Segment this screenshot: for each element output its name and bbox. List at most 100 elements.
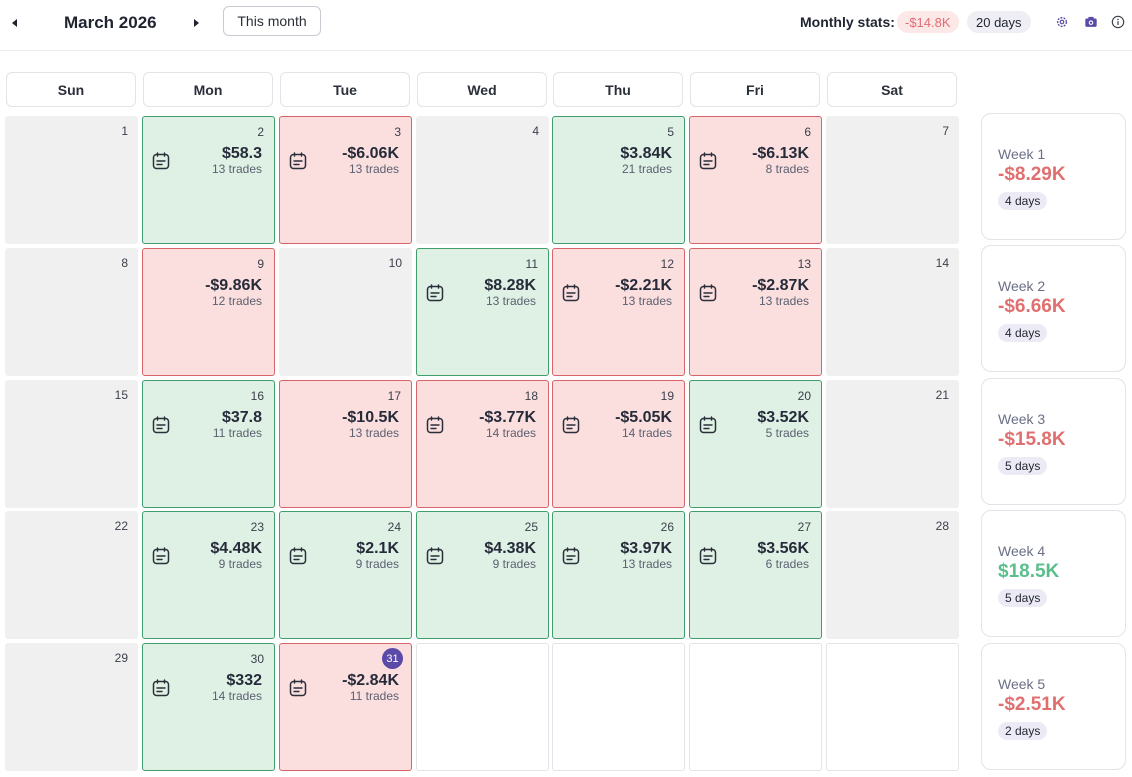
day-cell-today[interactable]: 31 -$2.84K 11 trades	[279, 643, 412, 771]
day-cell[interactable]: 14	[826, 248, 959, 376]
journal-note-icon[interactable]	[698, 283, 718, 303]
day-cell[interactable]: 17 -$10.5K 13 trades	[279, 380, 412, 508]
day-pnl: -$6.13K	[752, 145, 809, 162]
day-number: 11	[525, 257, 538, 271]
day-number: 29	[114, 651, 128, 665]
day-cell[interactable]: 30 $332 14 trades	[142, 643, 275, 771]
day-cell[interactable]: 13 -$2.87K 13 trades	[689, 248, 822, 376]
day-cell[interactable]: 19 -$5.05K 14 trades	[552, 380, 685, 508]
day-cell[interactable]: 26 $3.97K 13 trades	[552, 511, 685, 639]
day-number: 30	[250, 652, 264, 666]
journal-note-icon[interactable]	[561, 283, 581, 303]
day-number: 24	[387, 520, 401, 534]
day-cell[interactable]: 8	[5, 248, 138, 376]
journal-note-icon[interactable]	[698, 151, 718, 171]
day-trade-count: 9 trades	[492, 557, 536, 571]
day-trade-count: 8 trades	[765, 162, 809, 176]
day-number: 15	[114, 388, 128, 402]
day-cell[interactable]: 20 $3.52K 5 trades	[689, 380, 822, 508]
day-cell[interactable]: 16 $37.8 11 trades	[142, 380, 275, 508]
day-cell[interactable]: 27 $3.56K 6 trades	[689, 511, 822, 639]
week-summary-1[interactable]: Week 1 -$8.29K 4 days	[981, 113, 1126, 240]
day-trade-count: 9 trades	[218, 557, 262, 571]
day-trade-count: 13 trades	[758, 294, 809, 308]
day-trade-count: 14 trades	[211, 689, 262, 703]
monthly-stats-label: Monthly stats:	[800, 14, 895, 30]
day-cell[interactable]: 29	[5, 643, 138, 771]
empty-day-cell	[826, 643, 959, 771]
caret-right-icon	[194, 19, 199, 27]
empty-day-cell	[552, 643, 685, 771]
day-cell[interactable]: 25 $4.38K 9 trades	[416, 511, 549, 639]
monthly-days-badge: 20 days	[967, 11, 1031, 33]
gear-icon[interactable]	[1054, 14, 1070, 30]
day-cell[interactable]: 12 -$2.21K 13 trades	[552, 248, 685, 376]
week-summary-3[interactable]: Week 3 -$15.8K 5 days	[981, 378, 1126, 505]
week-days-badge: 4 days	[998, 324, 1048, 342]
day-cell[interactable]: 5 $3.84K 21 trades	[552, 116, 685, 244]
day-cell[interactable]: 1	[5, 116, 138, 244]
day-cell[interactable]: 2 $58.3 13 trades	[142, 116, 275, 244]
week-days-badge: 5 days	[998, 457, 1048, 475]
journal-note-icon[interactable]	[151, 546, 171, 566]
journal-note-icon[interactable]	[151, 415, 171, 435]
journal-note-icon[interactable]	[561, 415, 581, 435]
month-title: March 2026	[64, 13, 157, 32]
journal-note-icon[interactable]	[151, 678, 171, 698]
journal-note-icon[interactable]	[698, 415, 718, 435]
journal-note-icon[interactable]	[288, 546, 308, 566]
day-cell[interactable]: 18 -$3.77K 14 trades	[416, 380, 549, 508]
day-number: 25	[524, 520, 538, 534]
journal-note-icon[interactable]	[425, 283, 445, 303]
day-cell[interactable]: 4	[416, 116, 549, 244]
day-cell[interactable]: 28	[826, 511, 959, 639]
journal-note-icon[interactable]	[698, 546, 718, 566]
day-number: 2	[257, 125, 264, 139]
day-cell[interactable]: 3 -$6.06K 13 trades	[279, 116, 412, 244]
this-month-button[interactable]: This month	[223, 6, 321, 36]
journal-note-icon[interactable]	[425, 546, 445, 566]
day-cell[interactable]: 24 $2.1K 9 trades	[279, 511, 412, 639]
day-trade-count: 14 trades	[621, 426, 672, 440]
day-pnl: $37.8	[221, 409, 262, 426]
day-cell[interactable]: 9 -$9.86K 12 trades	[142, 248, 275, 376]
day-pnl: $8.28K	[484, 277, 536, 294]
next-month-button[interactable]	[187, 14, 205, 32]
journal-note-icon[interactable]	[288, 678, 308, 698]
day-number: 21	[935, 388, 949, 402]
weekday-header-sun: Sun	[6, 72, 136, 107]
week-days-badge: 2 days	[998, 722, 1048, 740]
info-icon[interactable]	[1110, 14, 1126, 30]
day-cell[interactable]: 15	[5, 380, 138, 508]
day-cell[interactable]: 22	[5, 511, 138, 639]
day-trade-count: 13 trades	[348, 426, 399, 440]
journal-note-icon[interactable]	[151, 151, 171, 171]
prev-month-button[interactable]	[6, 14, 24, 32]
week-pnl: $18.5K	[998, 561, 1060, 582]
day-cell[interactable]: 23 $4.48K 9 trades	[142, 511, 275, 639]
week-summary-4[interactable]: Week 4 $18.5K 5 days	[981, 510, 1126, 637]
day-cell[interactable]: 7	[826, 116, 959, 244]
journal-note-icon[interactable]	[425, 415, 445, 435]
day-trade-count: 5 trades	[765, 426, 809, 440]
monthly-pnl-badge: -$14.8K	[897, 11, 959, 33]
day-trade-count: 6 trades	[765, 557, 809, 571]
day-trade-count: 21 trades	[621, 162, 672, 176]
week-pnl: -$15.8K	[998, 429, 1066, 450]
day-number: 7	[942, 124, 949, 138]
journal-note-icon[interactable]	[288, 151, 308, 171]
day-cell[interactable]: 11 $8.28K 13 trades	[416, 248, 549, 376]
camera-icon[interactable]	[1083, 14, 1099, 30]
journal-note-icon[interactable]	[561, 546, 581, 566]
week-summary-5[interactable]: Week 5 -$2.51K 2 days	[981, 643, 1126, 770]
day-number: 26	[660, 520, 674, 534]
week-label: Week 5	[998, 676, 1046, 692]
week-summary-2[interactable]: Week 2 -$6.66K 4 days	[981, 245, 1126, 372]
day-cell[interactable]: 21	[826, 380, 959, 508]
day-trade-count: 13 trades	[348, 162, 399, 176]
week-days-badge: 4 days	[998, 192, 1048, 210]
day-cell[interactable]: 10	[279, 248, 412, 376]
day-cell[interactable]: 6 -$6.13K 8 trades	[689, 116, 822, 244]
weekday-header-fri: Fri	[690, 72, 820, 107]
day-pnl: -$5.05K	[615, 409, 672, 426]
